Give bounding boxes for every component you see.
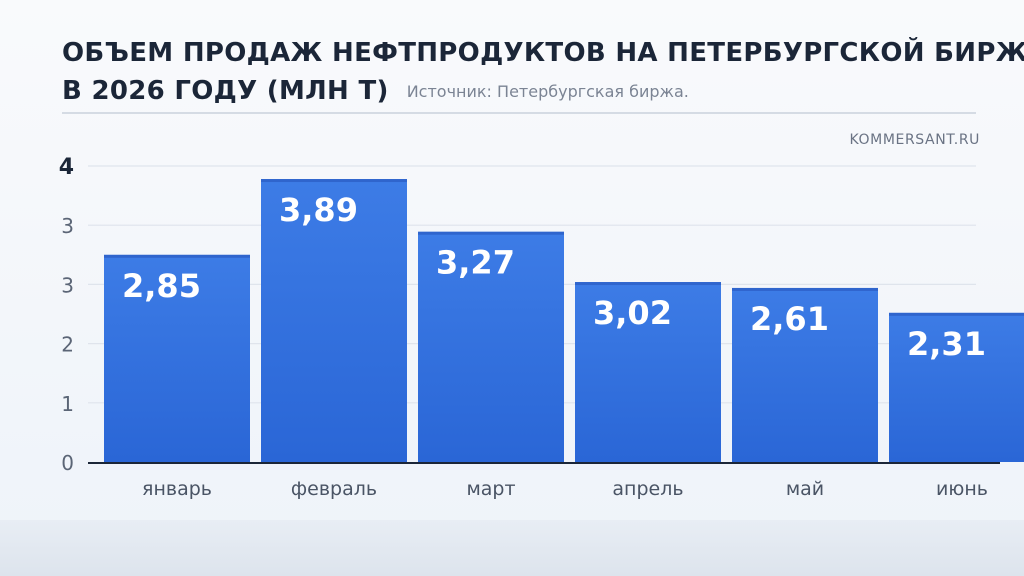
bar-top-edge — [418, 231, 564, 235]
x-tick-label: июнь — [936, 478, 988, 500]
y-axis: 0 1 2 3 3 4 — [59, 155, 74, 475]
y-tick-label: 4 — [59, 155, 74, 180]
bar-value-label: 2,31 — [907, 325, 986, 363]
bar-value-label: 3,27 — [436, 244, 515, 282]
bar-top-edge — [104, 254, 250, 258]
x-tick-label: апрель — [612, 478, 683, 500]
bar-top-edge — [889, 312, 1024, 316]
bar-top-edge — [261, 179, 407, 183]
bar-value-label: 2,61 — [750, 300, 829, 338]
y-tick-label: 3 — [61, 214, 74, 238]
bars: 2,85 3,89 3,27 3,02 2,61 2,31 — [104, 179, 1024, 463]
bar-value-label: 2,85 — [122, 267, 201, 305]
bar — [261, 179, 407, 463]
bar-top-edge — [575, 282, 721, 286]
chart-title-line-2: В 2026 ГОДУ (МЛН Т) Источник: Петербургск… — [62, 72, 994, 111]
chart-title-text-2: В 2026 ГОДУ (МЛН Т) — [62, 76, 389, 106]
chart-header: ОБЪЕМ ПРОДАЖ НЕФТПРОДУКТОВ НА ПЕТЕРБУРГС… — [62, 34, 1024, 111]
x-tick-label: май — [786, 478, 824, 500]
bottom-band — [0, 520, 1024, 576]
x-tick-label: февраль — [291, 478, 377, 500]
bar — [889, 312, 1024, 462]
bar — [418, 231, 564, 462]
bar — [732, 287, 878, 462]
bar — [104, 254, 250, 462]
bar-value-label: 3,02 — [593, 294, 672, 332]
bar-value-label: 3,89 — [279, 191, 358, 229]
header-divider — [62, 112, 976, 114]
chart-title-line-1: ОБЪЕМ ПРОДАЖ НЕФТПРОДУКТОВ НА ПЕТЕРБУРГС… — [62, 38, 1024, 68]
y-tick-label: 3 — [61, 273, 74, 297]
bar-top-edge — [732, 287, 878, 291]
source-note: Источник: Петербургская биржа. — [406, 82, 689, 101]
y-tick-label: 0 — [61, 451, 74, 475]
bar — [575, 282, 721, 462]
x-tick-label: январь — [142, 478, 212, 500]
y-tick-label: 1 — [61, 392, 74, 416]
x-tick-label: март — [466, 478, 515, 500]
y-tick-label: 2 — [61, 333, 74, 357]
brand-label: KOMMERSANT.RU — [849, 132, 980, 148]
x-axis: январь февраль март апрель май июнь — [88, 462, 1000, 500]
